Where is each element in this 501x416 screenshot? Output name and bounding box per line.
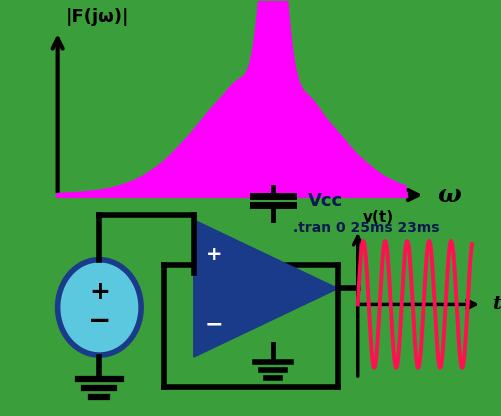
Text: .tran 0 25ms 23ms: .tran 0 25ms 23ms	[293, 221, 440, 235]
Polygon shape	[194, 220, 338, 357]
Text: +: +	[89, 280, 110, 305]
Text: t: t	[492, 295, 501, 313]
Ellipse shape	[58, 260, 141, 355]
Text: −: −	[88, 307, 111, 335]
Text: −: −	[204, 314, 223, 334]
Text: +: +	[205, 245, 222, 264]
Text: ω: ω	[437, 183, 461, 207]
Text: v(t): v(t)	[363, 210, 394, 225]
Text: Vcc: Vcc	[308, 192, 343, 210]
Text: |F(jω)|: |F(jω)|	[66, 8, 129, 26]
